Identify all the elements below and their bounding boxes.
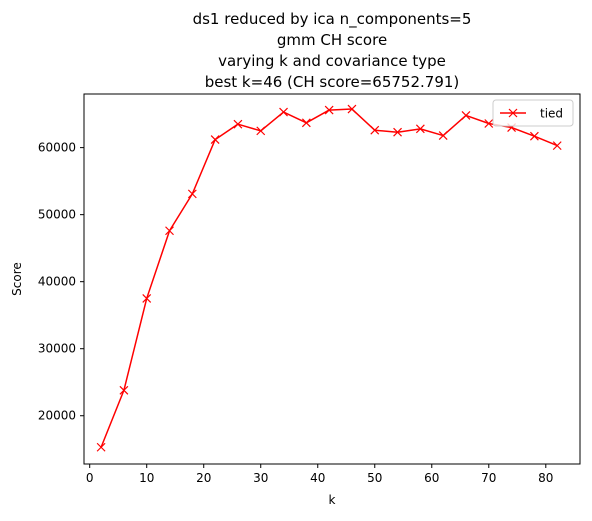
data-point-marker bbox=[552, 141, 562, 151]
data-point-marker bbox=[324, 105, 334, 115]
data-point-marker bbox=[484, 119, 494, 128]
x-tick-label: 40 bbox=[310, 471, 325, 485]
data-point-marker bbox=[415, 124, 425, 134]
y-tick-label: 30000 bbox=[38, 342, 76, 356]
legend-label-tied: tied bbox=[540, 107, 563, 121]
title-line-3: varying k and covariance type bbox=[218, 52, 446, 70]
x-tick-label: 0 bbox=[86, 471, 94, 485]
x-tick-label: 60 bbox=[424, 471, 439, 485]
plot-area-frame bbox=[83, 93, 581, 465]
data-point-marker bbox=[393, 127, 402, 137]
x-tick-label: 50 bbox=[367, 471, 382, 485]
x-axis-ticks: 0 10 20 30 40 50 60 70 80 bbox=[86, 464, 553, 485]
y-tick-label: 40000 bbox=[38, 275, 76, 289]
data-point-marker bbox=[119, 385, 129, 395]
chart-title: ds1 reduced by ica n_components=5 gmm CH… bbox=[193, 10, 472, 91]
legend: tied bbox=[492, 99, 574, 127]
data-point-marker bbox=[438, 131, 448, 140]
title-line-2: gmm CH score bbox=[277, 31, 387, 49]
y-tick-label: 20000 bbox=[38, 409, 76, 423]
data-point-marker bbox=[142, 294, 152, 303]
data-point-marker bbox=[96, 442, 106, 452]
data-point-marker bbox=[165, 226, 174, 236]
legend-box bbox=[492, 99, 574, 127]
data-point-marker bbox=[187, 189, 197, 199]
series-layer bbox=[96, 104, 562, 452]
legend-marker-tied bbox=[508, 108, 518, 118]
x-tick-label: 70 bbox=[481, 471, 496, 485]
y-axis-label: Score bbox=[10, 262, 24, 296]
data-point-marker bbox=[301, 118, 311, 128]
legend-x-marker bbox=[508, 108, 518, 118]
x-tick-label: 10 bbox=[139, 471, 154, 485]
x-tick-label: 20 bbox=[196, 471, 211, 485]
title-line-4: best k=46 (CH score=65752.791) bbox=[205, 73, 460, 91]
x-tick-label: 80 bbox=[538, 471, 553, 485]
y-tick-label: 50000 bbox=[38, 208, 76, 222]
data-point-marker bbox=[210, 135, 220, 145]
x-tick-label: 30 bbox=[253, 471, 268, 485]
data-point-marker bbox=[347, 104, 357, 114]
title-line-1: ds1 reduced by ica n_components=5 bbox=[193, 10, 472, 29]
data-point-marker bbox=[370, 125, 380, 135]
y-tick-label: 60000 bbox=[38, 141, 76, 155]
data-point-marker bbox=[233, 119, 243, 129]
data-point-marker bbox=[461, 111, 471, 120]
data-point-marker bbox=[279, 107, 288, 117]
y-axis-ticks: 20000 30000 40000 50000 60000 bbox=[38, 141, 84, 423]
data-point-marker bbox=[256, 126, 266, 136]
x-axis-label: k bbox=[329, 493, 336, 507]
data-point-marker bbox=[529, 131, 539, 141]
